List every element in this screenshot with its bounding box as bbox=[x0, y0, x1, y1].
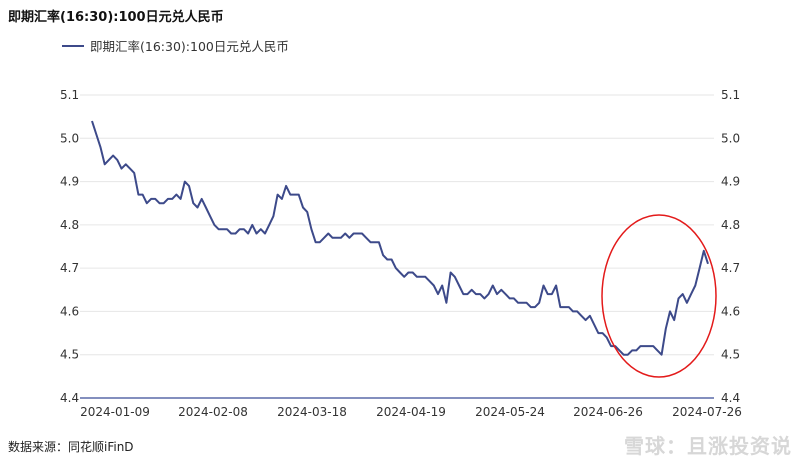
watermark: 雪球：且涨投资说 bbox=[624, 434, 792, 458]
y-tick-label-right: 4.8 bbox=[721, 218, 740, 232]
y-tick-label-left: 4.6 bbox=[60, 304, 79, 318]
y-tick-label-right: 4.5 bbox=[721, 348, 740, 362]
y-tick-label-right: 4.6 bbox=[721, 304, 740, 318]
x-tick-label: 2024-03-18 bbox=[277, 405, 347, 419]
y-tick-label-left: 4.4 bbox=[60, 391, 79, 405]
y-tick-label-left: 4.9 bbox=[60, 175, 79, 189]
source-note: 数据来源：同花顺iFinD bbox=[8, 440, 134, 454]
chart-title: 即期汇率(16:30):100日元兑人民币 bbox=[8, 10, 224, 25]
y-tick-label-right: 4.7 bbox=[721, 261, 740, 275]
y-tick-label-right: 5.1 bbox=[721, 88, 740, 102]
x-tick-label: 2024-02-08 bbox=[178, 405, 248, 419]
x-tick-label: 2024-06-26 bbox=[573, 405, 643, 419]
chart-legend: 即期汇率(16:30):100日元兑人民币 bbox=[62, 36, 289, 55]
x-tick-label: 2024-04-19 bbox=[376, 405, 446, 419]
highlight-ellipse bbox=[601, 214, 717, 378]
y-tick-label-left: 4.7 bbox=[60, 261, 79, 275]
x-tick-label: 2024-01-09 bbox=[80, 405, 150, 419]
legend-swatch bbox=[62, 44, 84, 47]
y-tick-label-right: 5.0 bbox=[721, 131, 740, 145]
y-tick-label-left: 4.5 bbox=[60, 348, 79, 362]
y-tick-label-right: 4.9 bbox=[721, 175, 740, 189]
y-tick-label-left: 4.8 bbox=[60, 218, 79, 232]
x-tick-label: 2024-05-24 bbox=[475, 405, 545, 419]
y-tick-label-left: 5.0 bbox=[60, 131, 79, 145]
x-tick-label: 2024-07-26 bbox=[672, 405, 742, 419]
legend-label: 即期汇率(16:30):100日元兑人民币 bbox=[90, 39, 289, 54]
y-tick-label-left: 5.1 bbox=[60, 88, 79, 102]
series-line bbox=[91, 120, 709, 356]
y-tick-label-right: 4.4 bbox=[721, 391, 740, 405]
